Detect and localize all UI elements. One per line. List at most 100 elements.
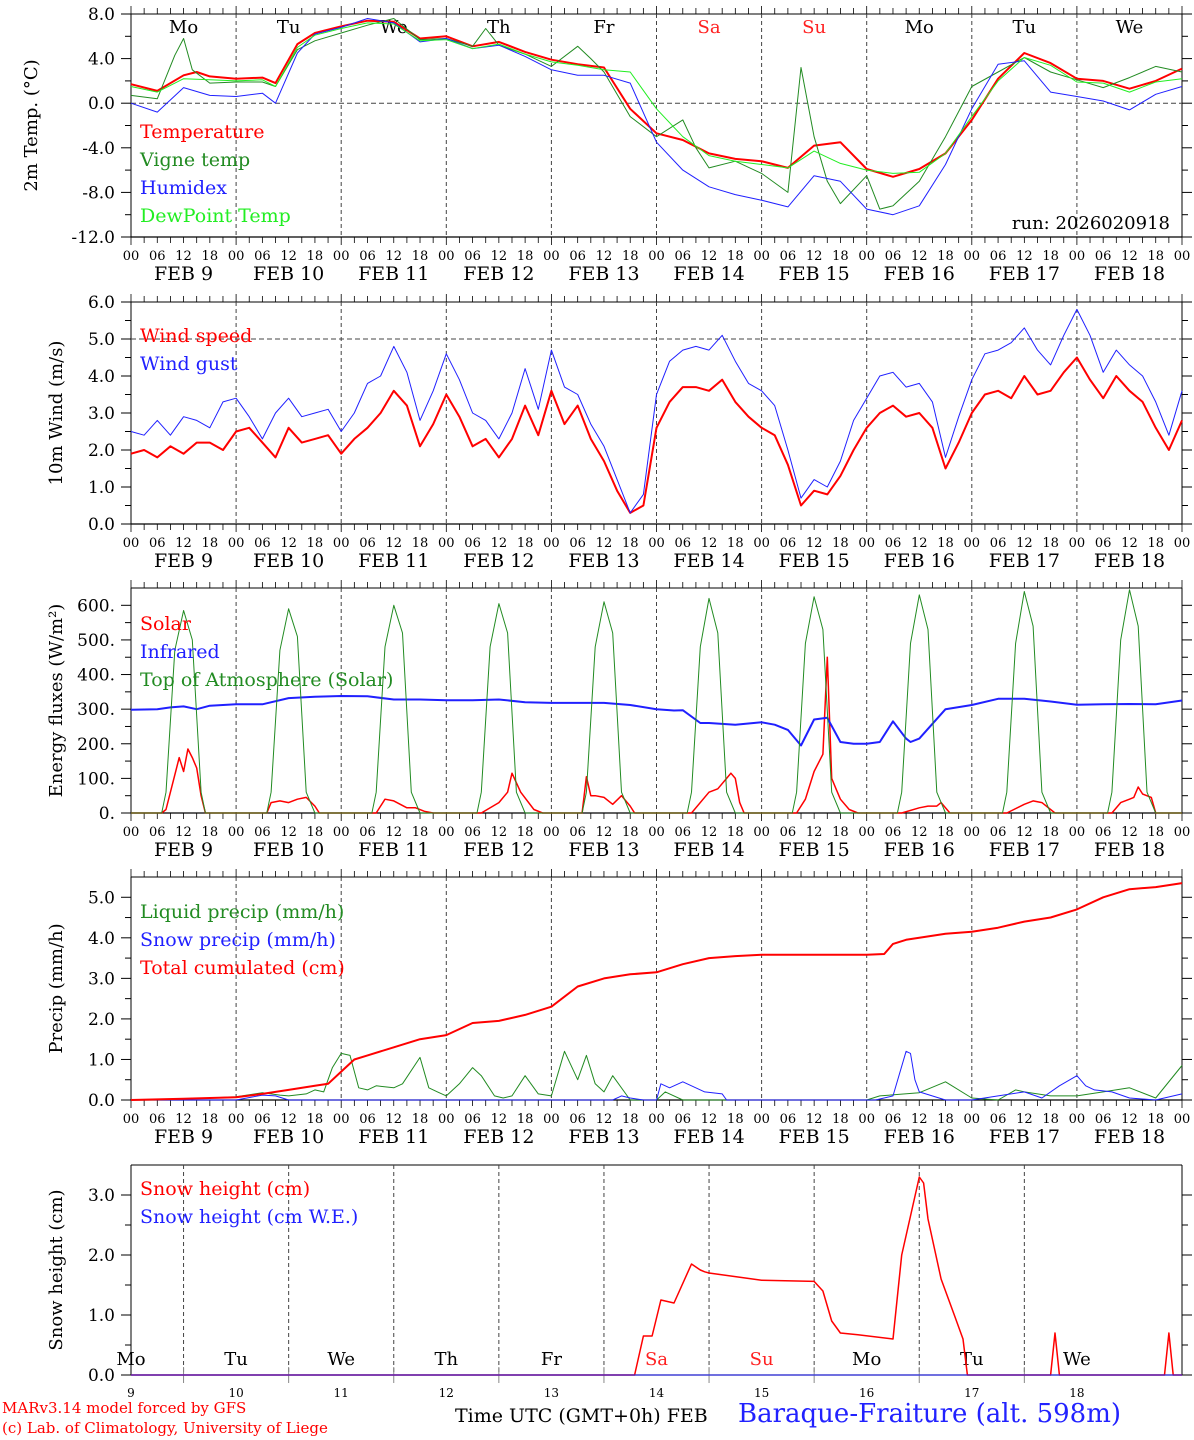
legend-entry: Humidex xyxy=(140,177,227,199)
hour-tick-label: 06 xyxy=(780,825,797,840)
hour-tick-label: 12 xyxy=(491,249,508,264)
hour-tick-label: 12 xyxy=(175,249,192,264)
hour-tick-label: 12 xyxy=(1121,1112,1138,1127)
day-number-label: 9 xyxy=(127,1386,135,1400)
date-label: FEB 18 xyxy=(1094,550,1165,572)
y-tick-label: -12.0 xyxy=(71,228,115,248)
hour-tick-label: 00 xyxy=(753,536,770,551)
date-label: FEB 13 xyxy=(568,550,639,572)
hour-tick-label: 18 xyxy=(517,1112,534,1127)
legend-entry: Infrared xyxy=(140,641,220,663)
date-label: FEB 14 xyxy=(673,839,744,861)
y-tick-label: 0.0 xyxy=(88,1366,115,1386)
day-number-label: 15 xyxy=(754,1386,769,1400)
hour-tick-label: 00 xyxy=(648,249,665,264)
hour-tick-label: 12 xyxy=(1016,1112,1033,1127)
legend-entry: Total cumulated (cm) xyxy=(140,957,345,979)
date-label: FEB 9 xyxy=(154,839,213,861)
hour-tick-label: 00 xyxy=(123,249,140,264)
hour-tick-label: 18 xyxy=(307,1112,324,1127)
series-line-total-cumulated-cm- xyxy=(130,882,1183,1101)
hour-tick-label: 12 xyxy=(1016,536,1033,551)
hour-tick-label: 00 xyxy=(964,1112,981,1127)
hour-tick-label: 12 xyxy=(491,1112,508,1127)
y-tick-label: 0.0 xyxy=(88,515,115,535)
y-tick-label: 5.0 xyxy=(88,888,115,908)
hour-tick-label: 06 xyxy=(569,249,586,264)
hour-tick-label: 00 xyxy=(753,825,770,840)
y-tick-label: 300. xyxy=(77,700,115,720)
weekday-label: Th xyxy=(434,1349,458,1370)
date-label: FEB 11 xyxy=(358,839,429,861)
y-tick-label: 100. xyxy=(77,769,115,789)
legend-entry: DewPoint Temp xyxy=(140,205,291,227)
date-label: FEB 16 xyxy=(884,550,955,572)
hour-tick-label: 00 xyxy=(333,536,350,551)
date-label: FEB 18 xyxy=(1094,839,1165,861)
hour-tick-label: 18 xyxy=(727,1112,744,1127)
hour-tick-label: 12 xyxy=(911,536,928,551)
weekday-label: Tu xyxy=(277,17,301,38)
hour-tick-label: 00 xyxy=(438,825,455,840)
hour-tick-label: 06 xyxy=(1095,249,1112,264)
hour-tick-label: 18 xyxy=(832,536,849,551)
hour-tick-label: 06 xyxy=(675,536,692,551)
y-tick-label: 1.0 xyxy=(88,1306,115,1326)
hour-tick-label: 06 xyxy=(990,1112,1007,1127)
y-tick-label: 5.0 xyxy=(88,330,115,350)
hour-tick-label: 00 xyxy=(1069,536,1086,551)
hour-tick-label: 12 xyxy=(385,536,402,551)
hour-tick-label: 00 xyxy=(648,536,665,551)
model-credit: MARv3.14 model forced by GFS xyxy=(2,1399,247,1417)
date-label: FEB 9 xyxy=(154,263,213,285)
hour-tick-label: 18 xyxy=(622,825,639,840)
series-line-liquid-precip-mm-h- xyxy=(130,1050,1183,1101)
hour-tick-label: 00 xyxy=(1174,1112,1191,1127)
hour-tick-label: 00 xyxy=(543,249,560,264)
hour-tick-label: 00 xyxy=(753,249,770,264)
y-tick-label: 0. xyxy=(99,804,115,824)
day-number-label: 17 xyxy=(964,1386,979,1400)
hour-tick-label: 18 xyxy=(1042,1112,1059,1127)
legend-entry: Snow height (cm W.E.) xyxy=(140,1206,358,1228)
panel-snow: 3.0 2.0 1.0 0.0 Snow height (cm) Mo Tu We Th Fr Sa… xyxy=(46,1164,1192,1400)
hour-tick-label: 18 xyxy=(1042,249,1059,264)
hour-tick-label: 06 xyxy=(254,536,271,551)
y-tick-label: 400. xyxy=(77,666,115,686)
legend-entry: Liquid precip (mm/h) xyxy=(140,901,344,923)
hour-tick-label: 06 xyxy=(885,536,902,551)
time-axis-label: Time UTC (GMT+0h) FEB xyxy=(455,1405,708,1427)
hour-tick-label: 06 xyxy=(359,536,376,551)
hour-tick-label: 06 xyxy=(990,825,1007,840)
hour-tick-label: 18 xyxy=(307,825,324,840)
hour-tick-label: 18 xyxy=(937,825,954,840)
y-tick-label: 0.0 xyxy=(88,1091,115,1111)
hour-tick-label: 06 xyxy=(990,249,1007,264)
hour-tick-label: 06 xyxy=(359,249,376,264)
weekday-label: Tu xyxy=(1013,17,1037,38)
hour-tick-label: 18 xyxy=(202,536,219,551)
hour-tick-label: 06 xyxy=(990,536,1007,551)
y-tick-label: 8.0 xyxy=(88,5,115,25)
hour-tick-label: 12 xyxy=(1121,825,1138,840)
hour-tick-label: 00 xyxy=(1069,249,1086,264)
hour-tick-label: 00 xyxy=(858,1112,875,1127)
hour-tick-label: 12 xyxy=(701,536,718,551)
series-line-wind-gust xyxy=(130,308,1183,514)
hour-tick-label: 18 xyxy=(412,249,429,264)
y-tick-label: 2.0 xyxy=(88,1010,115,1030)
weekday-label: We xyxy=(327,1349,355,1370)
hour-tick-label: 00 xyxy=(858,825,875,840)
hour-tick-label: 06 xyxy=(149,1112,166,1127)
hour-tick-label: 06 xyxy=(149,536,166,551)
hour-tick-label: 06 xyxy=(1095,536,1112,551)
hour-tick-label: 06 xyxy=(1095,1112,1112,1127)
hour-tick-label: 12 xyxy=(491,825,508,840)
y-tick-label: 3.0 xyxy=(88,969,115,989)
hour-tick-label: 12 xyxy=(1121,536,1138,551)
date-label: FEB 9 xyxy=(154,1126,213,1148)
hour-tick-label: 06 xyxy=(885,825,902,840)
hour-tick-label: 00 xyxy=(753,1112,770,1127)
hour-tick-label: 00 xyxy=(123,536,140,551)
